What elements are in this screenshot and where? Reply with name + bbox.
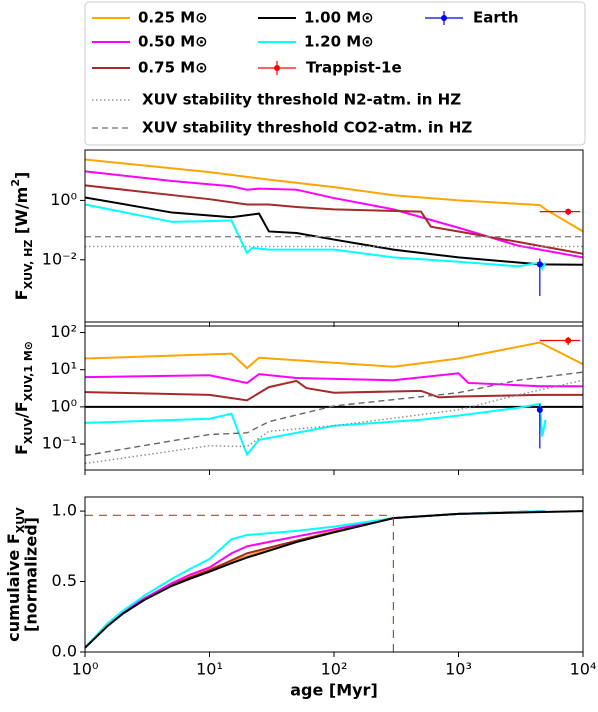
y-axis-label: cumulaive FXUV (4, 507, 27, 642)
y-tick-label: 10⁻¹ (42, 434, 77, 453)
y-tick-label: 0.5 (52, 571, 77, 590)
y-tick-label: 10¹ (50, 359, 77, 378)
y-tick-label: 10² (50, 322, 77, 341)
series-line (85, 203, 547, 272)
series-line (85, 184, 583, 255)
y-label-part: ⊙ (22, 341, 35, 350)
y-axis-label: FXUV, HZ [W/m2] (9, 172, 35, 301)
series-line (85, 371, 583, 457)
data-point (536, 406, 543, 413)
y-label-part: XUV, HZ (22, 240, 35, 290)
series-line (85, 510, 546, 649)
y-label-part: F (12, 444, 31, 455)
series-line (85, 510, 546, 649)
x-tick-label: 10⁴ (570, 660, 597, 679)
legend-label: Earth (473, 9, 519, 27)
series-line (85, 372, 583, 388)
legend-swatch (274, 65, 280, 71)
y-tick-label: 10⁰ (50, 190, 77, 209)
legend-label: XUV stability threshold N2-atm. in HZ (142, 91, 461, 109)
legend-label: 1.20 M⊙ (304, 33, 374, 51)
series-line (85, 379, 583, 465)
plot-area (85, 336, 583, 465)
y-label-part: XUV (22, 418, 35, 444)
axes-frame (84, 496, 584, 653)
plot-area (85, 158, 583, 297)
series-line (85, 158, 583, 233)
legend-label: 0.75 M⊙ (138, 59, 208, 77)
y-tick-label: 10⁻² (42, 249, 77, 268)
y-label-part: ] (12, 172, 31, 179)
x-axis-label: age [Myr] (290, 681, 378, 700)
y-label-part: 2 (9, 179, 22, 187)
y-axis-label: FXUV/FXUV,1 M⊙ (12, 341, 35, 455)
y-label-part: [W/m (12, 187, 31, 240)
y-label-part: F (12, 289, 31, 300)
y-axis-label-2: [normalized] (22, 517, 41, 632)
x-tick-label: 10¹ (196, 660, 223, 679)
legend-label: 0.50 M⊙ (138, 33, 208, 51)
y-label-part: /F (12, 401, 31, 418)
series-line (85, 170, 583, 259)
x-tick-label: 10² (321, 660, 348, 679)
y-tick-label: 1.0 (52, 501, 77, 520)
x-tick-label: 10³ (445, 660, 472, 679)
series-line (85, 510, 546, 649)
series-line (85, 510, 583, 649)
legend-label: 0.25 M⊙ (138, 9, 208, 27)
series-line (85, 510, 546, 649)
y-label-part: XUV (14, 507, 27, 533)
y-label-part: cumulaive F (4, 533, 23, 641)
data-point (565, 208, 572, 215)
series-line (85, 196, 583, 266)
y-tick-label: 10⁰ (50, 396, 77, 415)
legend-label: 1.00 M⊙ (304, 9, 374, 27)
series-line (85, 379, 583, 402)
legend-label: XUV stability threshold CO2-atm. in HZ (142, 119, 472, 137)
plot-area (85, 510, 583, 652)
x-tick-label: 10⁰ (72, 660, 99, 679)
series-line (85, 402, 547, 457)
series-line (85, 341, 583, 370)
data-point (536, 261, 543, 268)
legend-label: Trappist-1e (306, 59, 402, 77)
y-tick-label: 0.0 (52, 642, 77, 661)
legend-box (84, 1, 586, 146)
y-label-part: XUV,1 M (22, 350, 35, 401)
legend-swatch (441, 15, 447, 21)
data-point (565, 337, 572, 344)
